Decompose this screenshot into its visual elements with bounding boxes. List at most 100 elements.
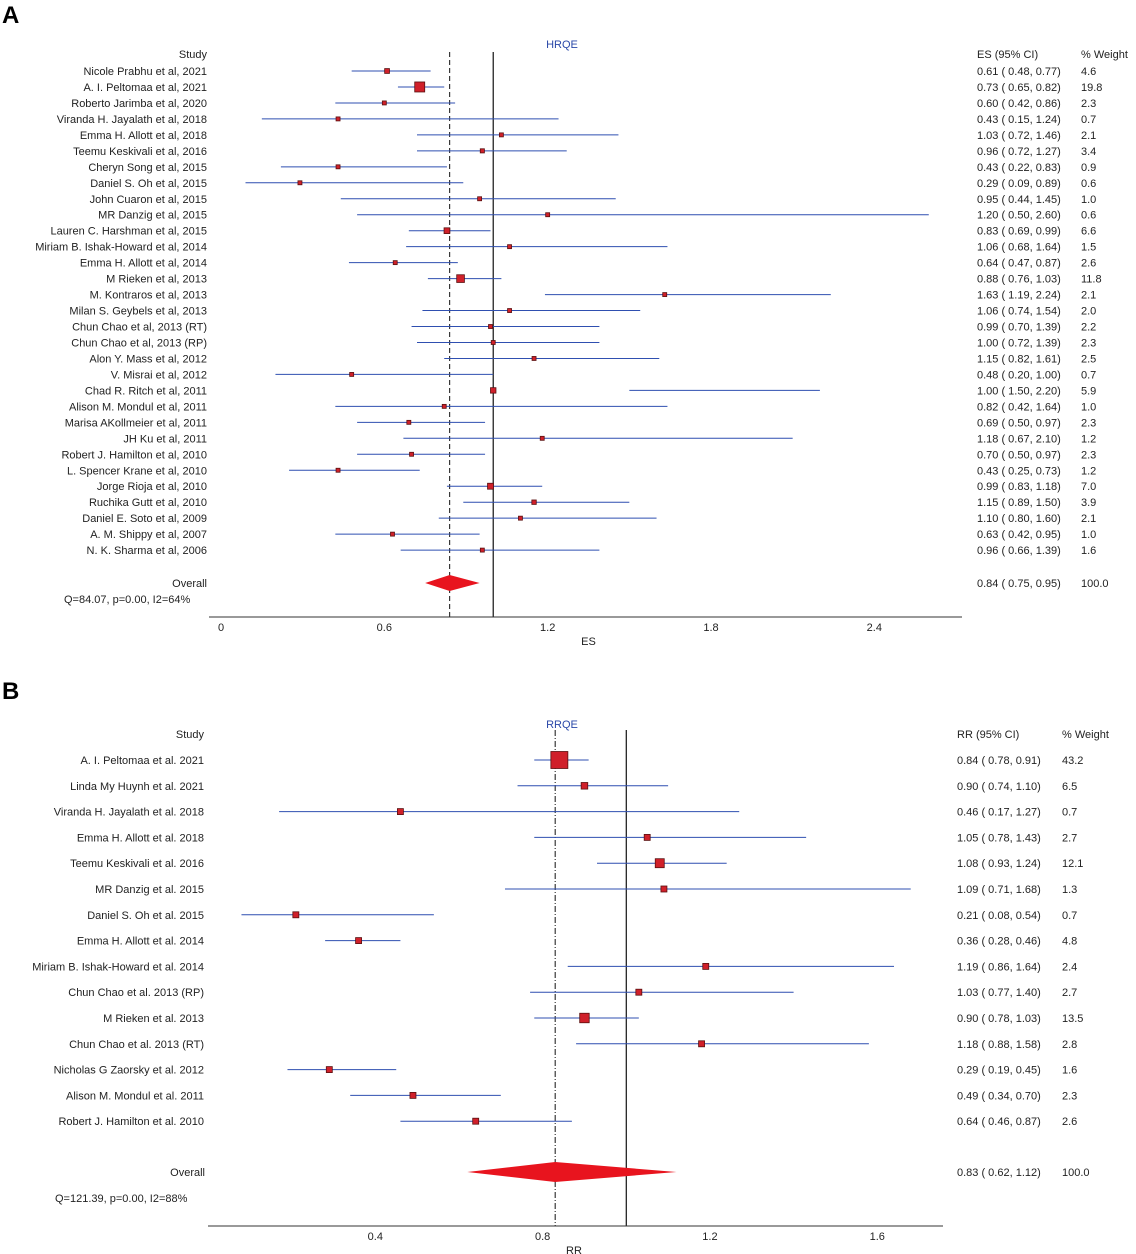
study-label: MR Danzig et al, 2015 [98,210,207,222]
weight-value: 2.6 [1062,1116,1077,1128]
overall-weight-value: 100.0 [1062,1167,1090,1179]
ci-value: 0.96 ( 0.66, 1.39) [977,545,1061,557]
study-marker [662,292,668,297]
study-marker [545,212,551,218]
x-axis-label: RR [566,1245,582,1254]
heterogeneity-stat: Q=121.39, p=0.00, I2=88% [55,1193,188,1205]
ci-value: 1.10 ( 0.80, 1.60) [977,513,1061,525]
weight-value: 1.0 [1081,529,1096,541]
ci-value: 0.90 ( 0.74, 1.10) [957,781,1041,793]
ci-value: 0.64 ( 0.47, 0.87) [977,258,1061,270]
ci-value: 0.83 ( 0.69, 0.99) [977,226,1061,238]
ci-value: 0.48 ( 0.20, 1.00) [977,369,1061,381]
study-label: Milan S. Geybels et al, 2013 [69,306,207,318]
study-marker [507,244,512,250]
x-tick-label: 0.8 [535,1231,550,1243]
study-label: Alon Y. Mass et al, 2012 [89,353,207,365]
study-label: Cheryn Song et al, 2015 [88,162,207,174]
study-header: Study [176,729,205,741]
ci-value: 0.95 ( 0.44, 1.45) [977,194,1061,206]
ci-value: 1.05 ( 0.78, 1.43) [957,832,1041,844]
weight-value: 2.1 [1081,130,1096,142]
weight-value: 1.6 [1062,1065,1077,1077]
ci-value: 1.18 ( 0.67, 2.10) [977,433,1061,445]
ci-value: 1.06 ( 0.74, 1.54) [977,306,1061,318]
study-label: N. K. Sharma et al, 2006 [87,545,207,557]
ci-value: 1.03 ( 0.77, 1.40) [957,987,1041,999]
study-marker [441,403,447,409]
study-label: M Rieken et al, 2013 [106,274,207,286]
x-tick-label: 1.2 [540,622,555,634]
weight-value: 2.3 [1081,98,1096,110]
study-marker [477,196,483,202]
ci-value: 1.09 ( 0.71, 1.68) [957,884,1041,896]
study-label: Viranda H. Jayalath et al. 2018 [54,807,204,819]
weight-value: 2.3 [1081,449,1096,461]
weight-value: 2.7 [1062,987,1077,999]
ci-value: 1.08 ( 0.93, 1.24) [957,858,1041,870]
study-marker [409,1091,417,1099]
study-marker [488,324,493,329]
ci-value: 0.84 ( 0.78, 0.91) [957,755,1041,767]
study-marker [355,937,362,945]
study-label: Jorge Rioja et al, 2010 [97,481,207,493]
ci-value: 1.15 ( 0.82, 1.61) [977,353,1061,365]
ci-value: 0.29 ( 0.19, 0.45) [957,1065,1041,1077]
study-label: MR Danzig et al. 2015 [95,884,204,896]
study-label: Lauren C. Harshman et al, 2015 [50,226,207,238]
ci-value: 1.63 ( 1.19, 2.24) [977,290,1061,302]
panel-b-letter: B [2,678,20,705]
weight-value: 1.2 [1081,465,1096,477]
weight-value: 1.3 [1062,884,1077,896]
x-tick-label: 2.4 [867,622,882,634]
forest-plot-a: Study ES (95% CI) % Weight HRQE Nicole Prabh… [35,39,1128,648]
study-label: JH Ku et al, 2011 [123,433,207,445]
study-marker [490,340,496,345]
weight-value: 0.6 [1081,210,1096,222]
ci-value: 0.63 ( 0.42, 0.95) [977,529,1061,541]
x-tick-label: 1.2 [702,1231,717,1243]
study-marker [539,435,545,441]
ci-value: 1.06 ( 0.68, 1.64) [977,242,1061,254]
study-marker [635,988,643,996]
study-label: Chun Chao et al. 2013 (RT) [69,1039,204,1051]
study-label: Marisa AKollmeier et al, 2011 [65,417,207,429]
ci-value: 0.69 ( 0.50, 0.97) [977,417,1061,429]
x-tick-label: 0.4 [368,1231,383,1243]
weight-value: 0.7 [1062,807,1077,819]
overall-label: Overall [172,578,207,590]
weight-value: 1.5 [1081,242,1096,254]
study-marker [498,132,504,138]
study-label: Alison M. Mondul et al, 2011 [69,401,207,413]
ci-value: 0.46 ( 0.17, 1.27) [957,807,1041,819]
study-marker [414,81,426,93]
study-marker [292,911,300,919]
ci-value: 0.73 ( 0.65, 0.82) [977,82,1061,94]
ci-value: 0.43 ( 0.22, 0.83) [977,162,1061,174]
heterogeneity-stat: Q=84.07, p=0.00, I2=64% [64,594,191,606]
ci-value: 0.61 ( 0.48, 0.77) [977,66,1061,78]
ci-value: 0.21 ( 0.08, 0.54) [957,910,1041,922]
study-label: A. I. Peltomaa et al, 2021 [83,82,207,94]
study-label: Linda My Huynh et al. 2021 [70,781,204,793]
study-label: A. M. Shippy et al, 2007 [90,529,207,541]
ci-value: 0.82 ( 0.42, 1.64) [977,401,1061,413]
study-label: Daniel S. Oh et al. 2015 [87,910,204,922]
study-marker [479,547,485,553]
ci-value: 0.99 ( 0.83, 1.18) [977,481,1061,493]
overall-ci-value: 0.84 ( 0.75, 0.95) [977,578,1061,590]
plot-title: RRQE [546,719,578,731]
study-marker [643,833,651,841]
weight-value: 11.8 [1081,274,1102,286]
weight-value: 4.8 [1062,936,1077,948]
weight-value: 3.4 [1081,146,1096,158]
study-marker [384,68,390,74]
ci-value: 1.19 ( 0.86, 1.64) [957,961,1041,973]
weight-value: 2.1 [1081,513,1096,525]
weight-value: 2.1 [1081,290,1096,302]
study-label: Teemu Keskivali et al. 2016 [70,858,204,870]
weight-value: 3.9 [1081,497,1096,509]
study-label: L. Spencer Krane et al, 2010 [67,465,207,477]
study-label: Nicole Prabhu et al, 2021 [83,66,207,78]
study-label: Daniel E. Soto et al, 2009 [82,513,207,525]
